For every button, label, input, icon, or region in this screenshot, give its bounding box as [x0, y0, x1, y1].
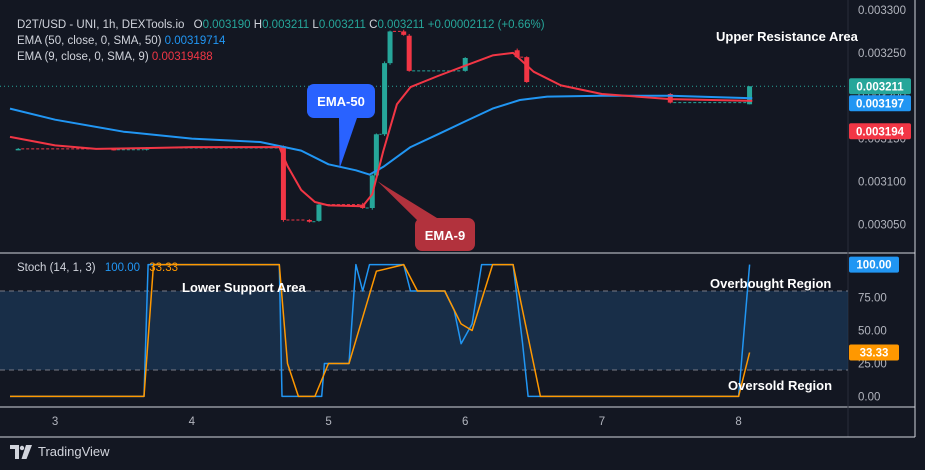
chart-legend: D2T/USD - UNI, 1h, DEXTools.io O0.003190…: [17, 17, 545, 65]
overbought-annotation: Overbought Region: [710, 276, 831, 291]
ema50-callout-pointer: [339, 118, 357, 169]
ema50-callout-label: EMA-50: [317, 94, 365, 109]
ema50-callout-box: [307, 84, 375, 118]
stoch-band-background: [0, 290, 848, 371]
legend-ema9-label: EMA (9, close, 0, SMA, 9): [17, 51, 149, 63]
lower-support-annotation: Lower Support Area: [182, 280, 307, 295]
stoch-y-tick-label: 50.00: [858, 326, 887, 338]
price-value-label: 0.003197: [856, 98, 904, 110]
x-tick-label: 8: [735, 416, 741, 428]
price-value-label: 0.003211: [856, 81, 904, 93]
candle-body[interactable]: [15, 148, 21, 151]
stoch-y-tick-label: 0.00: [858, 391, 880, 403]
candle-body[interactable]: [514, 50, 520, 58]
stoch-value-label: 33.33: [860, 347, 889, 359]
legend-close-value: 0.003211: [377, 19, 425, 31]
candle-body[interactable]: [462, 58, 468, 71]
price-value-label-box: [849, 123, 911, 140]
x-tick-label: 6: [462, 416, 468, 428]
legend-change: +0.00002112 (+0.66%): [427, 19, 545, 31]
candle-body[interactable]: [406, 35, 412, 71]
candle-body[interactable]: [316, 204, 322, 221]
stoch-legend: Stoch (14, 1, 3) 100.00 33.33: [17, 262, 178, 274]
legend-open-label: O: [193, 19, 203, 31]
oversold-annotation: Oversold Region: [728, 378, 832, 393]
price-value-label-box: [849, 78, 911, 95]
x-tick-label: 4: [189, 416, 196, 428]
legend-ema50-label: EMA (50, close, 0, SMA, 50): [17, 35, 162, 47]
ema9-line[interactable]: [9, 51, 753, 208]
legend-symbol-row: D2T/USD - UNI, 1h, DEXTools.io O0.003190…: [17, 17, 545, 33]
legend-ema50-value: 0.00319714: [164, 35, 226, 47]
candle-body[interactable]: [747, 86, 753, 105]
stoch-value-label: 100.00: [856, 260, 891, 272]
ema9-callout-box: [415, 218, 475, 251]
stoch-y-tick-label: 75.00: [858, 293, 887, 305]
tradingview-logo-icon: [10, 444, 32, 459]
candle-body[interactable]: [373, 134, 379, 176]
tradingview-brand[interactable]: TradingView: [10, 444, 110, 459]
legend-symbol: D2T/USD - UNI, 1h, DEXTools.io: [17, 19, 185, 31]
ema9-callout-pointer: [377, 181, 437, 222]
legend-high-value: 0.003211: [262, 19, 310, 31]
price-value-label: 0.003194: [856, 126, 905, 138]
ema50-line[interactable]: [9, 94, 753, 176]
price-y-tick-label: 0.003300: [858, 5, 906, 17]
price-y-tick-label: 0.003050: [858, 219, 906, 231]
ema9-callout-label: EMA-9: [425, 228, 465, 243]
x-tick-label: 7: [599, 416, 605, 428]
tradingview-brand-label: TradingView: [38, 444, 110, 459]
stoch-legend-label: Stoch (14, 1, 3): [17, 262, 96, 274]
legend-close-label: C: [369, 19, 378, 31]
upper-resistance-annotation: Upper Resistance Area: [716, 29, 859, 44]
legend-low-label: L: [312, 19, 319, 31]
stoch-value-label-box: [849, 256, 899, 273]
legend-open-value: 0.003190: [202, 19, 251, 31]
x-tick-label: 5: [325, 416, 331, 428]
stoch-y-tick-label: 25.00: [858, 358, 887, 370]
legend-ema9-value: 0.00319488: [151, 51, 213, 63]
legend-high-label: H: [253, 19, 263, 31]
candle-body[interactable]: [382, 63, 388, 135]
candle-body[interactable]: [524, 57, 530, 82]
stoch-legend-d-value: 33.33: [149, 262, 178, 274]
candle-body[interactable]: [280, 146, 286, 220]
candle-body[interactable]: [401, 31, 407, 35]
candle-body[interactable]: [306, 220, 312, 222]
candle-body[interactable]: [387, 31, 393, 64]
stoch-k-line[interactable]: [10, 263, 751, 398]
price-value-label-box: [849, 95, 911, 112]
legend-ema50-row: EMA (50, close, 0, SMA, 50) 0.00319714: [17, 33, 545, 49]
legend-ema9-row: EMA (9, close, 0, SMA, 9) 0.00319488: [17, 49, 545, 65]
stoch-d-line[interactable]: [10, 263, 751, 398]
stoch-value-label-box: [849, 344, 899, 361]
stoch-legend-k-value: 100.00: [104, 262, 141, 274]
x-tick-label: 3: [52, 416, 58, 428]
price-y-tick-label: 0.003250: [858, 48, 906, 60]
price-y-tick-label: 0.003100: [858, 176, 906, 188]
legend-low-value: 0.003211: [318, 19, 366, 31]
